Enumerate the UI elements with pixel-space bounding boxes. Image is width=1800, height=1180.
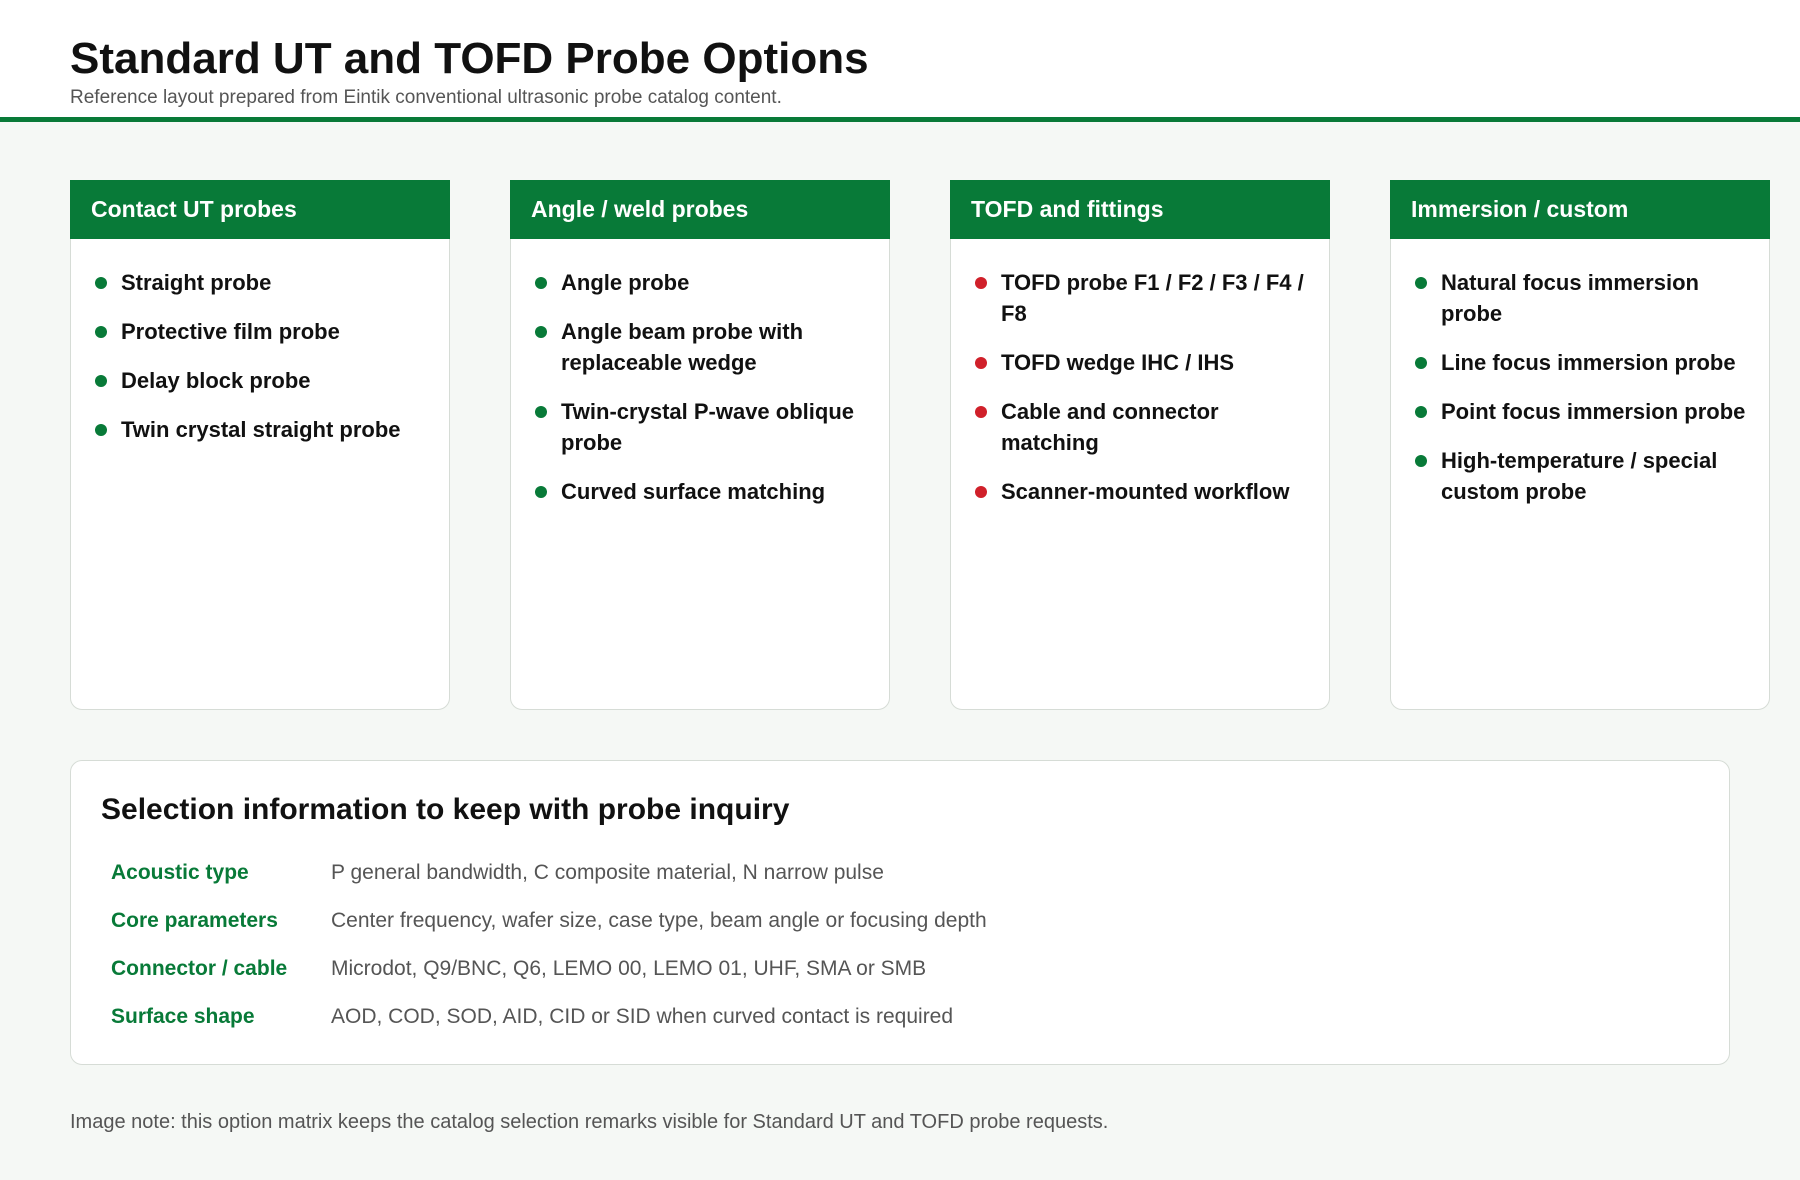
list-item: Cable and connector matching — [975, 396, 1309, 458]
item-list: Angle probe Angle beam probe with replace… — [511, 239, 889, 507]
card-title: Immersion / custom — [1390, 180, 1770, 239]
list-item: Line focus immersion probe — [1415, 347, 1749, 378]
page-title: Standard UT and TOFD Probe Options — [70, 34, 869, 83]
row-label: Connector / cable — [111, 957, 288, 980]
row-label: Surface shape — [111, 1005, 255, 1028]
selection-panel: Selection information to keep with probe… — [70, 760, 1730, 1065]
list-item: Scanner-mounted workflow — [975, 476, 1309, 507]
row-value: Microdot, Q9/BNC, Q6, LEMO 00, LEMO 01, … — [331, 957, 927, 980]
page-subtitle: Reference layout prepared from Eintik co… — [70, 87, 782, 108]
row-value: Center frequency, wafer size, case type,… — [331, 909, 987, 932]
option-card: Angle / weld probes Angle probe Angle beam… — [510, 180, 890, 710]
option-card: Contact UT probes Straight probe Protectiv… — [70, 180, 450, 710]
item-list: Natural focus immersion probe Line focus … — [1391, 239, 1769, 507]
option-card: Immersion / custom Natural focus immersio… — [1390, 180, 1770, 710]
row-label: Core parameters — [111, 909, 278, 932]
option-card: TOFD and fittings TOFD probe F1 / F2 / F3… — [950, 180, 1330, 710]
list-item: Delay block probe — [95, 365, 429, 396]
list-item: High-temperature / special custom probe — [1415, 445, 1749, 507]
card-title: Contact UT probes — [70, 180, 450, 239]
list-item: Twin-crystal P-wave oblique probe — [535, 396, 869, 458]
item-list: Straight probe Protective film probe Delay… — [71, 239, 449, 445]
list-item: Angle probe — [535, 267, 869, 298]
list-item: TOFD wedge IHC / IHS — [975, 347, 1309, 378]
card-title: Angle / weld probes — [510, 180, 890, 239]
list-item: Angle beam probe with replaceable wedge — [535, 316, 869, 378]
list-item: TOFD probe F1 / F2 / F3 / F4 / F8 — [975, 267, 1309, 329]
list-item: Curved surface matching — [535, 476, 869, 507]
list-item: Twin crystal straight probe — [95, 414, 429, 445]
selection-title: Selection information to keep with probe… — [101, 793, 790, 826]
item-list: TOFD probe F1 / F2 / F3 / F4 / F8 TOFD we… — [951, 239, 1329, 507]
header: Standard UT and TOFD Probe Options Refer… — [0, 0, 1800, 122]
list-item: Straight probe — [95, 267, 429, 298]
row-value: P general bandwidth, C composite materia… — [331, 861, 884, 884]
card-title: TOFD and fittings — [950, 180, 1330, 239]
image-note: Image note: this option matrix keeps the… — [70, 1111, 1109, 1133]
list-item: Protective film probe — [95, 316, 429, 347]
row-value: AOD, COD, SOD, AID, CID or SID when curv… — [331, 1005, 954, 1028]
list-item: Natural focus immersion probe — [1415, 267, 1749, 329]
list-item: Point focus immersion probe — [1415, 396, 1749, 427]
row-label: Acoustic type — [111, 861, 249, 884]
